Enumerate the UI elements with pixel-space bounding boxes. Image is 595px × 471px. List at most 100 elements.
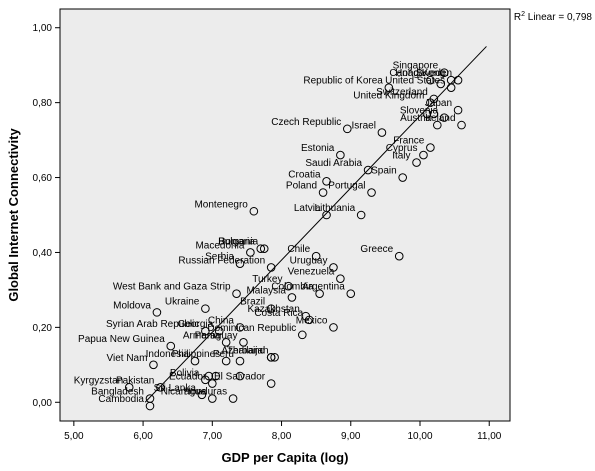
data-point [204, 371, 214, 381]
point-label: Hong Kong [395, 68, 445, 79]
data-point [343, 124, 352, 134]
y-axis-title: Global Internet Connectivity [6, 128, 21, 302]
point-label: United States [385, 76, 445, 87]
point-label: China [208, 315, 235, 326]
point-label: Canada [389, 68, 424, 79]
data-point [356, 210, 366, 220]
data-point [336, 150, 345, 160]
data-point [246, 248, 255, 257]
data-point [124, 382, 134, 392]
point-label: Spain [371, 166, 397, 177]
data-point [190, 356, 200, 366]
point-label: Malaysia [246, 285, 286, 296]
y-tick-label: 1,00 [33, 23, 53, 34]
data-point [149, 360, 158, 370]
data-point [284, 281, 293, 291]
x-tick-label: 9,00 [341, 431, 361, 442]
data-point [453, 105, 463, 115]
point-label: Ireland [425, 113, 456, 124]
data-point [439, 113, 449, 122]
data-point [239, 338, 248, 347]
point-label: United Kingdom [353, 91, 424, 102]
point-label: France [393, 136, 425, 147]
data-point [235, 323, 245, 332]
fit-line-group: R2 Linear = 0,798 [144, 11, 592, 403]
x-tick-label: 11,00 [477, 431, 502, 442]
point-label: Colombia [271, 282, 314, 293]
data-point [197, 390, 207, 400]
y-tick-label: 0,60 [33, 173, 53, 184]
data-point [315, 289, 324, 298]
data-point [346, 289, 356, 298]
data-point [363, 165, 373, 175]
point-label: Latvia [294, 203, 321, 214]
point-label: Papua New Guinea [78, 334, 165, 345]
point-label: Mexico [296, 315, 328, 326]
point-label: Poland [286, 181, 317, 192]
point-label: Georgia [178, 319, 214, 330]
data-point [235, 259, 245, 268]
data-point [287, 293, 297, 302]
point-label: Bangladesh [91, 387, 144, 398]
point-label: Singapore [393, 61, 439, 72]
point-label: Switzerland [376, 87, 428, 98]
point-label: Estonia [301, 143, 335, 154]
data-point [384, 83, 394, 92]
data-point [208, 379, 217, 388]
point-label: Republic of Korea [303, 76, 383, 87]
point-label: Serbia [205, 252, 234, 263]
point-label: West Bank and Gaza Strip [113, 282, 231, 293]
data-point [228, 394, 238, 403]
data-point [429, 94, 439, 104]
point-label: Kyrgyzstan [74, 375, 123, 386]
point-label: Indonesia [146, 349, 190, 360]
data-point [422, 109, 432, 119]
point-label: Slovenia [400, 106, 439, 117]
point-label: Austria [400, 113, 432, 124]
data-point [266, 353, 276, 362]
point-label: Japan [425, 98, 452, 109]
data-point [211, 371, 221, 381]
data-point [433, 120, 442, 130]
data-point [336, 274, 345, 283]
point-label: Costa Rica [254, 308, 303, 319]
data-point [221, 356, 231, 366]
data-point [232, 289, 241, 298]
point-label: Ecuador [169, 372, 207, 383]
axis-ticks: 5,00 6,00 7,00 8,00 9,00 10,00 11,00 0,00 0,20 0,… [33, 23, 502, 442]
point-label: Kazakhstan [248, 304, 300, 315]
point-label: Uruguay [290, 255, 328, 266]
data-point [426, 75, 435, 85]
x-tick-label: 10,00 [407, 431, 432, 442]
data-point [235, 356, 245, 366]
y-tick-label: 0,00 [33, 398, 53, 409]
data-point [322, 210, 331, 220]
point-label: Viet Nam [107, 353, 148, 364]
point-label: Azerbaijan [221, 345, 268, 356]
y-tick-label: 0,40 [33, 248, 53, 259]
point-label: Chile [287, 244, 310, 255]
point-label: Russian Federation [178, 255, 265, 266]
point-label: Paraguay [195, 330, 238, 341]
data-point [429, 109, 439, 119]
data-point [221, 338, 231, 347]
data-point [367, 188, 376, 197]
point-label: Croatia [288, 169, 321, 180]
point-label: Saudi Arabia [305, 158, 362, 169]
point-label: Macedonia [195, 240, 244, 251]
point-label: Pakistan [116, 375, 154, 386]
point-label: Sri Lanka [154, 383, 197, 394]
x-tick-label: 5,00 [64, 431, 84, 442]
data-point [311, 251, 321, 261]
point-label: Syrian Arab Republic [106, 319, 199, 330]
point-label: Thailand [227, 345, 265, 356]
point-label: Israel [351, 121, 375, 132]
data-point [318, 188, 328, 197]
data-point [208, 394, 217, 403]
point-label: Philippines [172, 349, 220, 360]
data-point [329, 323, 338, 332]
data-point [201, 304, 210, 313]
data-point [304, 315, 314, 325]
x-tick-label: 8,00 [272, 431, 292, 442]
point-label: El Salvador [214, 372, 266, 383]
